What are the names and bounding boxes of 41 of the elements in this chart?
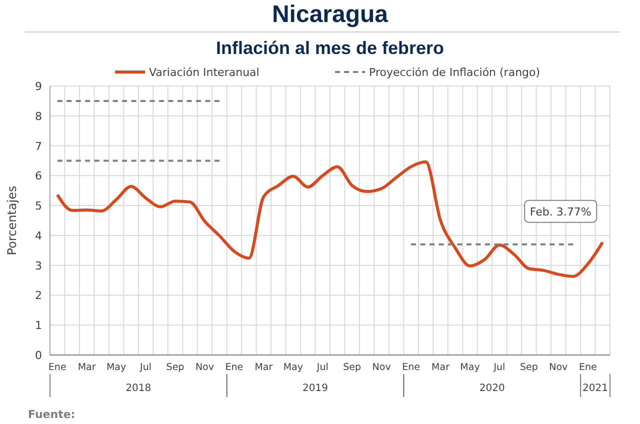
- text: 2021: [582, 383, 608, 394]
- source-note: Fuente:: [28, 408, 76, 421]
- x-tick-label: Jul: [492, 362, 506, 373]
- x-tick-label: Sep: [343, 362, 362, 373]
- x-tick-label: Mar: [432, 362, 450, 373]
- chart-title: Nicaragua: [272, 1, 389, 28]
- x-tick-label: Ene: [578, 362, 597, 373]
- text: 2018: [126, 383, 152, 394]
- x-tick-label: Nov: [549, 362, 568, 373]
- text: 2020: [479, 383, 505, 394]
- x-tick-label: Ene: [48, 362, 66, 373]
- line-series: [56, 160, 604, 278]
- x-tick-label: Sep: [520, 362, 538, 373]
- x-tick-label: Nov: [372, 362, 392, 373]
- text: 2019: [302, 383, 328, 394]
- x-tick-label: Mar: [254, 362, 273, 373]
- y-tick-label: 7: [35, 140, 42, 153]
- x-tick-label: May: [460, 362, 480, 373]
- legend-label: Variación Interanual: [149, 66, 260, 79]
- y-tick-label: 0: [35, 349, 42, 362]
- x-tick-label: Sep: [166, 362, 184, 373]
- annotation: Feb. 3.77%: [530, 205, 592, 218]
- x-tick-label: Nov: [195, 362, 214, 373]
- y-tick-label: 3: [35, 259, 42, 272]
- y-tick-label: 5: [35, 200, 42, 213]
- x-tick-label: Ene: [225, 362, 244, 373]
- y-tick-label: 8: [35, 110, 42, 123]
- y-axis-title: Porcentajes: [5, 186, 19, 256]
- x-tick-label: Mar: [78, 362, 96, 373]
- legend-label: Proyección de Inflación (rango): [369, 66, 540, 79]
- y-tick-label: 6: [35, 170, 42, 183]
- x-tick-label: Jul: [316, 362, 328, 373]
- y-tick-label: 9: [35, 80, 42, 93]
- x-tick-label: Jul: [139, 362, 152, 373]
- x-tick-label: May: [106, 362, 127, 373]
- x-tick-label: Ene: [402, 362, 420, 373]
- y-tick-label: 4: [35, 229, 42, 242]
- chart-subtitle: Inflación al mes de febrero: [216, 38, 444, 58]
- y-tick-label: 2: [35, 289, 42, 302]
- x-tick-label: May: [283, 362, 304, 373]
- y-tick-label: 1: [35, 319, 42, 332]
